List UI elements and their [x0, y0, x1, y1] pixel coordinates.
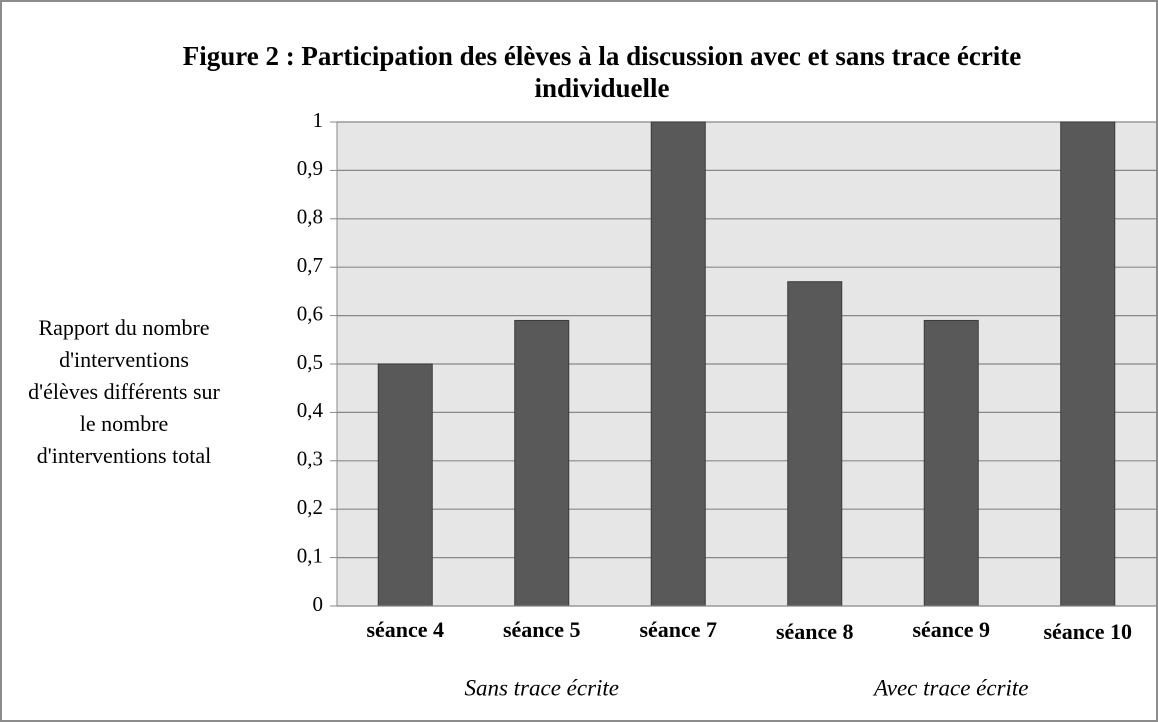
- bar: [377, 363, 433, 607]
- group-label: Avec trace écrite: [872, 675, 1029, 700]
- y-tick-label: 0: [313, 592, 324, 616]
- y-tick-label: 0,5: [297, 350, 323, 374]
- bar: [514, 319, 570, 607]
- y-tick-label: 0,1: [297, 543, 323, 567]
- y-tick-label: 1: [313, 108, 324, 132]
- x-tick-label: séance 7: [639, 617, 717, 642]
- x-tick-label: séance 5: [503, 617, 581, 642]
- y-tick-label: 0,6: [297, 301, 323, 325]
- bar: [787, 281, 843, 607]
- bar: [923, 319, 979, 607]
- x-tick-label: séance 10: [1043, 619, 1132, 644]
- x-tick-label: séance 4: [366, 617, 444, 642]
- y-tick-label: 0,3: [297, 447, 323, 471]
- bar: [1060, 121, 1116, 607]
- group-label: Sans trace écrite: [464, 675, 619, 700]
- y-tick-label: 0,4: [297, 398, 324, 422]
- y-tick-label: 0,9: [297, 156, 323, 180]
- y-tick-label: 0,8: [297, 205, 323, 229]
- x-tick-label: séance 9: [912, 617, 990, 642]
- chart-title: Figure 2 : Participation des élèves à la…: [182, 41, 1022, 103]
- y-axis-label: Rapport du nombre d'interventions d'élèv…: [28, 315, 220, 468]
- bar: [650, 121, 706, 607]
- y-tick-label: 0,7: [297, 253, 323, 277]
- y-tick-label: 0,2: [297, 495, 323, 519]
- x-tick-label: séance 8: [776, 619, 854, 644]
